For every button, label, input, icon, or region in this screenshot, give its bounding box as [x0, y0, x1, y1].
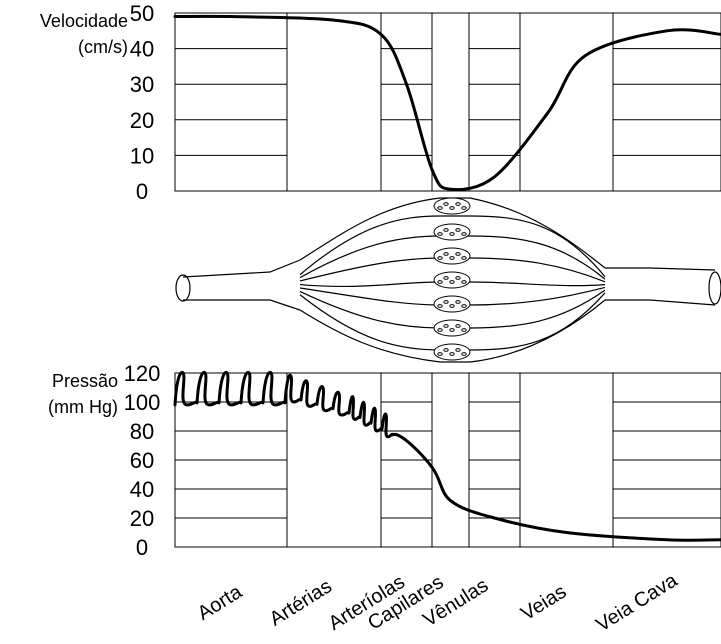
red-blood-cell — [455, 324, 461, 328]
velocity-series-line — [173, 14, 721, 192]
vel-axis-label-line: (cm/s) — [78, 37, 128, 57]
capillary-bed — [433, 295, 471, 313]
vessel-network-icon — [175, 197, 721, 363]
red-blood-cell — [455, 300, 461, 304]
red-blood-cell — [443, 300, 449, 304]
vena-cava-upper-edge — [605, 267, 716, 271]
capillary-bed — [433, 223, 471, 241]
vel-tick-label: 10 — [130, 143, 154, 168]
red-blood-cell — [461, 256, 467, 260]
capillary-bed — [433, 197, 471, 215]
aorta-trunk-upper-edge — [182, 259, 301, 278]
pres-axis-label-line: (mm Hg) — [48, 397, 118, 417]
pres-tick-label: 0 — [136, 535, 148, 560]
velocity-grid — [174, 12, 721, 192]
red-blood-cell — [443, 228, 449, 232]
velocity-tick-labels: 0 10 20 30 40 50 — [130, 1, 154, 204]
red-blood-cell — [437, 328, 443, 332]
red-blood-cell — [455, 228, 461, 232]
pres-axis-label-line: Pressão — [52, 371, 118, 391]
red-blood-cell — [437, 256, 443, 260]
red-blood-cell — [449, 206, 455, 210]
capillary-bed — [433, 271, 471, 289]
vel-tick-label: 20 — [130, 108, 154, 133]
red-blood-cell — [437, 304, 443, 308]
pressure-tick-labels: 0 20 40 60 80 100 120 — [124, 361, 161, 560]
red-blood-cell — [449, 304, 455, 308]
pressure-axis-label: Pressão (mm Hg) — [48, 371, 118, 417]
red-blood-cell — [443, 202, 449, 206]
red-blood-cell — [443, 276, 449, 280]
red-blood-cell — [437, 352, 443, 356]
pres-tick-label: 20 — [130, 506, 154, 531]
network-bottom-outline — [299, 299, 606, 363]
red-blood-cell — [449, 280, 455, 284]
pres-tick-label: 80 — [130, 419, 154, 444]
pressure-series-line — [173, 370, 721, 542]
pres-tick-label: 100 — [124, 390, 161, 415]
pressure-grid — [174, 372, 721, 548]
red-blood-cell — [461, 232, 467, 236]
capillary-bed — [433, 319, 471, 337]
red-blood-cell — [443, 252, 449, 256]
red-blood-cell — [461, 352, 467, 356]
velocity-chart: Velocidade (cm/s) 0 10 20 30 40 50 — [40, 1, 721, 204]
red-blood-cell — [455, 348, 461, 352]
red-blood-cell — [461, 328, 467, 332]
vena-cava-lower-edge — [605, 299, 716, 306]
red-blood-cell — [437, 206, 443, 210]
vessel-branch — [299, 215, 606, 278]
pres-tick-label: 40 — [130, 477, 154, 502]
capillary-bed — [433, 343, 471, 361]
pressure-chart: Pressão (mm Hg) 0 20 40 60 80 100 120 — [48, 361, 721, 560]
pres-tick-label: 60 — [130, 448, 154, 473]
red-blood-cell — [437, 232, 443, 236]
red-blood-cell — [449, 328, 455, 332]
red-blood-cell — [455, 202, 461, 206]
category-label-veias: Veias — [517, 581, 570, 626]
red-blood-cell — [449, 232, 455, 236]
vel-axis-label-line: Velocidade — [40, 11, 128, 31]
red-blood-cell — [443, 348, 449, 352]
vel-tick-label: 50 — [130, 1, 154, 26]
vel-tick-label: 40 — [130, 37, 154, 62]
velocity-axis-label: Velocidade (cm/s) — [40, 11, 128, 57]
red-blood-cell — [455, 276, 461, 280]
red-blood-cell — [443, 324, 449, 328]
red-blood-cell — [461, 304, 467, 308]
vel-tick-label: 0 — [136, 179, 148, 204]
red-blood-cell — [449, 352, 455, 356]
category-label-veia-cava: Veia Cava — [592, 569, 682, 636]
red-blood-cell — [455, 252, 461, 256]
vena-cava-opening — [708, 271, 721, 305]
pres-tick-label: 120 — [124, 361, 161, 386]
aorta-opening — [175, 274, 191, 302]
aorta-trunk-lower-edge — [183, 299, 301, 311]
red-blood-cell — [449, 256, 455, 260]
red-blood-cell — [461, 206, 467, 210]
vel-plot-frame — [174, 12, 721, 192]
category-label-aorta: Aorta — [194, 580, 247, 624]
category-label-arterias: Artérias — [266, 575, 336, 630]
red-blood-cell — [437, 280, 443, 284]
vel-tick-label: 30 — [130, 72, 154, 97]
red-blood-cell — [461, 280, 467, 284]
capillary-bed — [433, 247, 471, 265]
